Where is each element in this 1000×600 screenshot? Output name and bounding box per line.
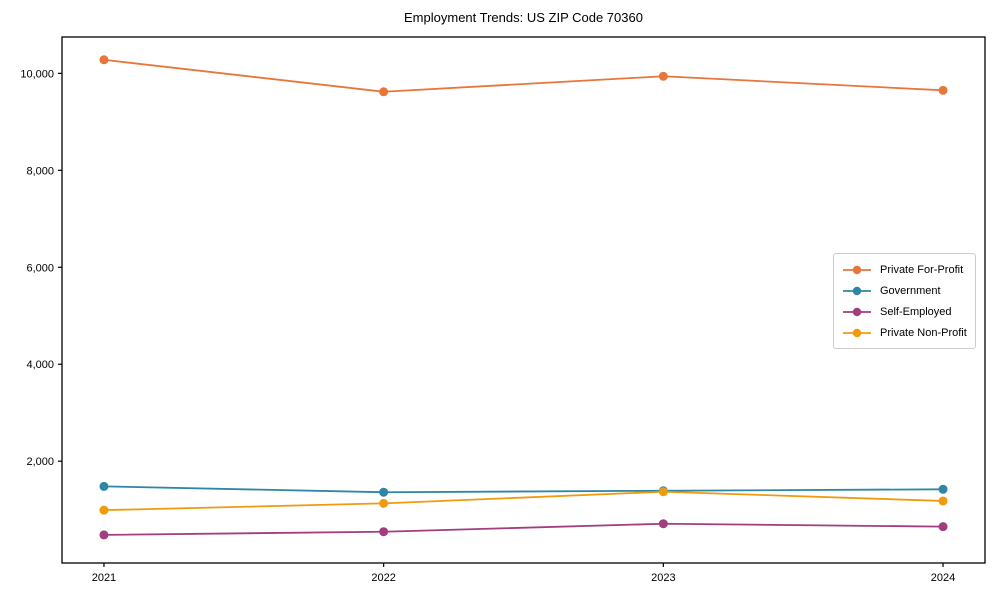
series-line-self-employed <box>103 522 944 536</box>
data-point-government <box>938 484 948 494</box>
data-point-private-non-profit <box>658 487 668 497</box>
legend-swatch-private-for-profit <box>843 265 871 274</box>
x-tick-label: 2022 <box>371 572 395 584</box>
legend-item-government: Government <box>842 280 967 301</box>
legend-label-private-non-profit: Private Non-Profit <box>880 326 967 339</box>
data-point-self-employed <box>99 530 109 540</box>
data-point-government <box>379 487 389 497</box>
data-point-private-non-profit <box>938 496 948 506</box>
data-point-self-employed <box>938 522 948 532</box>
y-tick-label: 6,000 <box>26 262 54 274</box>
x-tick-label: 2021 <box>92 572 116 584</box>
data-point-private-for-profit <box>938 85 948 95</box>
data-point-self-employed <box>379 527 389 537</box>
series-line-private-non-profit <box>103 490 944 512</box>
y-tick-label: 4,000 <box>26 359 54 371</box>
legend-marker-icon <box>852 286 862 295</box>
y-tick-label: 8,000 <box>26 165 54 177</box>
legend-item-self-employed: Self-Employed <box>842 301 967 322</box>
data-point-private-non-profit <box>99 505 109 515</box>
legend-marker-icon <box>852 328 862 337</box>
data-point-government <box>99 481 109 491</box>
y-tick-label: 10,000 <box>20 68 54 80</box>
legend-swatch-self-employed <box>843 307 871 316</box>
legend-marker-icon <box>852 307 862 316</box>
y-tick-label: 2,000 <box>26 456 54 468</box>
legend-swatch-private-non-profit <box>843 328 871 337</box>
data-point-private-for-profit <box>99 55 109 65</box>
legend-swatch-government <box>843 286 871 295</box>
x-tick-label: 2024 <box>931 572 955 584</box>
legend-label-self-employed: Self-Employed <box>880 305 952 318</box>
data-point-private-non-profit <box>379 498 389 508</box>
legend: Private For-Profit Government Self-Employe… <box>833 253 976 349</box>
data-point-private-for-profit <box>379 87 389 97</box>
x-tick-label: 2023 <box>651 572 675 584</box>
legend-label-private-for-profit: Private For-Profit <box>880 263 964 276</box>
legend-item-private-non-profit: Private Non-Profit <box>842 322 967 343</box>
series-line-government <box>103 485 944 494</box>
legend-label-government: Government <box>880 284 941 297</box>
legend-marker-icon <box>852 265 862 274</box>
chart-title: Employment Trends: US ZIP Code 70360 <box>404 10 643 25</box>
axes-border <box>61 36 986 564</box>
data-point-self-employed <box>658 519 668 529</box>
series-line-private-for-profit <box>103 58 944 93</box>
legend-item-private-for-profit: Private For-Profit <box>842 259 967 280</box>
data-point-private-for-profit <box>658 71 668 81</box>
